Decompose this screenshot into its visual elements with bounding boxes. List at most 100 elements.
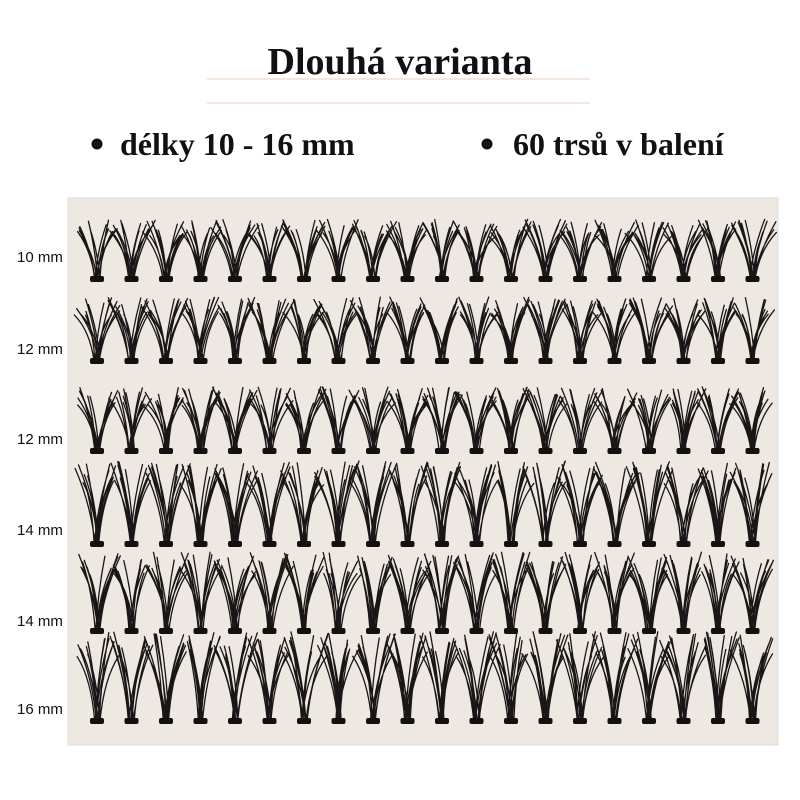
lash-base — [159, 448, 173, 454]
lash-cluster — [730, 218, 778, 281]
lash-cluster — [349, 461, 397, 546]
lash-cluster — [77, 387, 119, 453]
lash-cluster — [386, 388, 429, 453]
bullet-dot — [91, 138, 103, 150]
lash-cluster — [313, 297, 357, 363]
lash-cluster — [453, 631, 501, 723]
lash-base — [331, 628, 346, 634]
lash-cluster — [386, 296, 426, 363]
lash-cluster — [143, 633, 187, 723]
lash-cluster — [351, 219, 398, 281]
lash-base — [228, 448, 242, 454]
lash-base — [469, 541, 484, 547]
lash-base — [573, 541, 587, 547]
lash-cluster — [730, 555, 775, 633]
lash-base — [676, 358, 691, 364]
lash-cluster — [591, 298, 639, 363]
lash-base — [262, 628, 277, 634]
lash-cluster — [109, 631, 154, 723]
lash-cluster — [285, 386, 327, 453]
lash-cluster — [315, 218, 359, 281]
lash-base — [297, 276, 311, 282]
lash-base — [124, 541, 139, 547]
lash-base — [159, 541, 173, 547]
lash-base — [228, 358, 242, 364]
lash-base — [711, 718, 725, 724]
lash-cluster — [521, 631, 569, 723]
lash-base — [262, 448, 277, 454]
lash-cluster — [591, 632, 639, 723]
lash-cluster — [420, 461, 462, 546]
lash-cluster — [388, 461, 429, 546]
lash-cluster — [454, 463, 499, 546]
lash-base — [711, 541, 725, 547]
row-label: 12 mm — [17, 341, 63, 358]
lash-base — [607, 276, 622, 282]
lash-cluster — [186, 632, 221, 723]
lash-cluster — [524, 556, 567, 633]
lash-cluster — [555, 631, 605, 723]
lash-base — [573, 358, 587, 364]
lash-cluster — [109, 219, 156, 281]
lash-cluster — [697, 219, 737, 281]
lash-base — [124, 448, 139, 454]
lash-cluster — [179, 463, 222, 546]
lash-base — [331, 718, 346, 724]
lash-base — [193, 276, 208, 282]
lash-base — [90, 448, 104, 454]
lash-cluster — [592, 387, 638, 453]
lash-cluster — [210, 219, 260, 281]
lash-cluster — [558, 387, 603, 453]
lash-cluster — [283, 552, 325, 633]
lash-base — [711, 448, 725, 454]
bullet-dot — [481, 138, 493, 150]
lash-base — [504, 276, 518, 282]
lash-cluster — [458, 296, 499, 363]
lash-base — [159, 628, 173, 634]
lash-base — [297, 358, 311, 364]
lash-cluster — [78, 553, 121, 633]
lash-base — [90, 541, 104, 547]
lash-base — [745, 628, 760, 634]
lash-base — [573, 718, 587, 724]
lash-cluster — [282, 298, 325, 363]
lash-cluster — [247, 637, 290, 723]
lash-cluster — [733, 296, 776, 363]
lash-base — [366, 276, 380, 282]
lash-cluster — [662, 223, 709, 281]
lash-base — [676, 628, 691, 634]
lash-cluster — [280, 631, 329, 723]
lash-base — [435, 276, 449, 282]
lash-base — [573, 628, 587, 634]
lash-base — [538, 718, 553, 724]
lash-base — [504, 448, 518, 454]
lash-base — [435, 718, 449, 724]
lash-cluster — [594, 219, 639, 281]
lash-cluster — [556, 463, 603, 546]
lash-cluster — [349, 296, 393, 363]
lash-base — [676, 276, 691, 282]
title: Dlouhá varianta — [268, 41, 533, 83]
lash-cluster — [627, 556, 669, 633]
lash-cluster — [490, 296, 530, 363]
lash-cluster — [593, 461, 640, 546]
lash-cluster — [453, 552, 497, 633]
lash-cluster — [107, 297, 152, 363]
lash-base — [228, 541, 242, 547]
lash-cluster — [454, 387, 497, 453]
lash-cluster — [422, 218, 460, 281]
lash-base — [745, 276, 760, 282]
lash-cluster — [348, 386, 396, 453]
lash-base — [228, 628, 242, 634]
lash-cluster — [249, 552, 294, 633]
row-label: 10 mm — [17, 249, 63, 266]
lash-cluster — [140, 297, 189, 363]
lash-cluster — [626, 388, 672, 453]
lash-base — [228, 718, 242, 724]
lash-cluster — [419, 631, 459, 723]
lash-base — [573, 276, 587, 282]
lash-cluster — [249, 386, 294, 453]
lash-base — [435, 448, 449, 454]
lash-cluster — [179, 551, 223, 633]
